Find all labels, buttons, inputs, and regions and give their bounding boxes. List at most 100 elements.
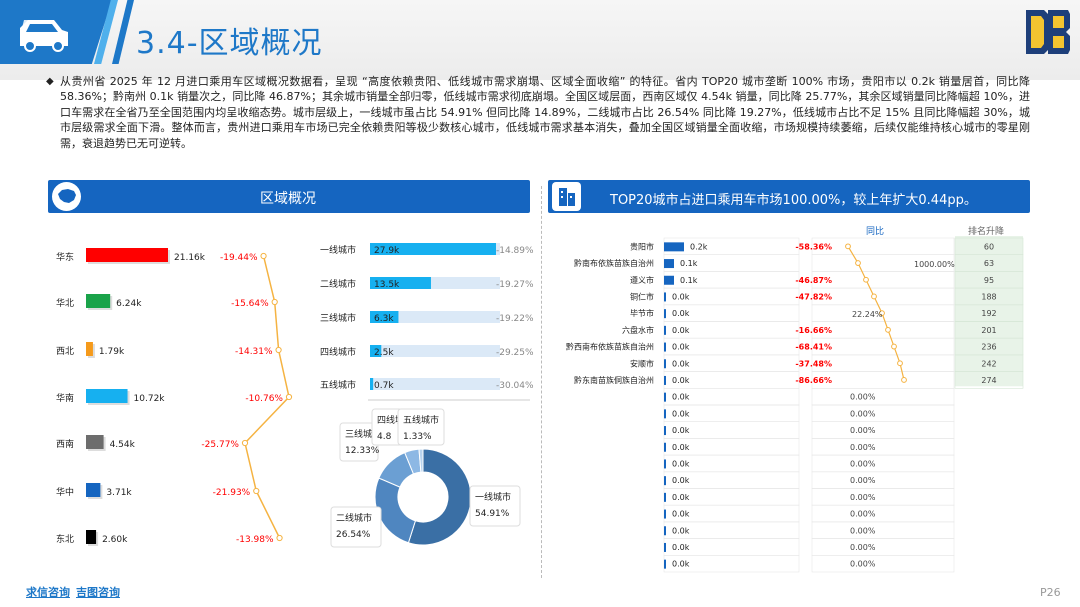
top20-col-header: 同比 — [866, 225, 884, 237]
tier-bar — [370, 277, 431, 289]
top20-sales-label: 0.0k — [672, 560, 690, 569]
tier-bar-track — [370, 311, 500, 323]
top20-sales-label: 0.0k — [672, 526, 690, 535]
region-yoy-label: -21.93% — [213, 488, 251, 498]
top20-yoy-cell — [811, 471, 955, 489]
top20-yoy-label: 0.00% — [850, 426, 876, 435]
top20-col-header: 排名升降 — [968, 225, 1004, 237]
top20-yoy-point-label: 22.24% — [852, 310, 883, 319]
footer-links: 求信咨询 吉图咨询 — [26, 584, 126, 600]
donut-callout-label: 一线城市 — [475, 491, 511, 503]
top20-sales-bar — [664, 459, 666, 469]
top20-sales-label: 0.0k — [672, 493, 690, 502]
top20-rank-label: 60 — [984, 242, 994, 251]
region-value-label: 10.72k — [134, 394, 166, 404]
top20-sales-bar — [664, 342, 666, 352]
top20-city-label: 遵义市 — [630, 275, 654, 285]
donut-callout-value: 54.91% — [475, 509, 510, 519]
right-section-header: TOP20城市占进口乘用车市场100.00%，较上年扩大0.44pp。 — [548, 180, 1030, 213]
donut-callout-value: 26.54% — [336, 530, 371, 540]
top20-yoy-label: 0.00% — [850, 543, 876, 552]
top20-yoy-cell — [811, 554, 955, 573]
region-bar — [86, 483, 101, 497]
region-value-label: 4.54k — [110, 440, 136, 450]
top20-sales-label: 0.0k — [672, 326, 690, 335]
region-yoy-point — [275, 346, 282, 354]
top20-city-label: 铜仁市 — [630, 291, 654, 301]
region-category-label: 华北 — [56, 297, 74, 309]
tier-yoy-label: -14.89% — [496, 246, 534, 256]
top20-yoy-cell — [811, 354, 955, 372]
top20-sales-bar — [664, 509, 666, 519]
tier-category-label: 一线城市 — [320, 244, 356, 256]
donut-slice — [407, 448, 472, 546]
tier-bar — [370, 243, 496, 255]
top20-yoy-point — [901, 377, 907, 383]
left-section-title: 区域概况 — [260, 191, 316, 207]
region-yoy-point — [276, 534, 283, 542]
top20-yoy-point — [863, 276, 869, 283]
top20-sales-label: 0.0k — [672, 443, 690, 452]
top20-sales-label: 0.0k — [672, 510, 690, 519]
region-bar — [86, 248, 168, 262]
region-yoy-label: -10.76% — [245, 394, 283, 404]
top20-yoy-cell — [811, 271, 955, 289]
region-bar — [86, 435, 104, 449]
top20-yoy-cell — [811, 504, 955, 523]
top20-sales-bar — [664, 375, 666, 385]
logo — [1026, 10, 1070, 54]
tier-bar — [370, 345, 382, 357]
tier-value-label: 13.5k — [374, 280, 400, 290]
top20-yoy-point — [871, 293, 877, 300]
top20-city-label: 六盘水市 — [622, 325, 654, 335]
tier-bar — [370, 378, 374, 390]
tier-category-label: 二线城市 — [320, 278, 356, 290]
region-bar — [86, 342, 93, 356]
top20-yoy-point — [891, 343, 897, 350]
top20-sales-bar — [664, 526, 666, 536]
page-number: P26 — [1040, 586, 1061, 599]
top20-sales-label: 0.0k — [672, 292, 690, 301]
top20-yoy-cell — [811, 454, 955, 473]
top20-sales-bar — [664, 309, 666, 319]
top20-rank-label: 188 — [981, 292, 996, 301]
tier-value-label: 6.3k — [374, 314, 394, 324]
top20-rank-label: 63 — [984, 259, 994, 268]
top20-city-label: 贵阳市 — [630, 241, 654, 251]
top20-yoy-cell — [811, 237, 955, 256]
china-map-icon — [52, 182, 81, 211]
donut-slice — [418, 448, 424, 473]
top20-yoy-label: -47.82% — [795, 292, 832, 301]
top20-sales-bar — [664, 259, 674, 269]
top20-yoy-label: -86.66% — [795, 376, 832, 385]
top20-sales-bar — [664, 492, 666, 502]
top20-sales-cell — [663, 237, 800, 256]
footer-link-jitu[interactable]: 吉图咨询 — [76, 586, 120, 599]
top20-yoy-point — [885, 326, 891, 333]
top20-sales-label: 0.0k — [672, 343, 690, 352]
top20-yoy-label: -37.48% — [795, 359, 832, 368]
top20-yoy-cell — [811, 421, 955, 439]
donut-callout-label: 二线城市 — [336, 512, 372, 524]
footer-link-qiuxin[interactable]: 求信咨询 — [26, 586, 70, 599]
top20-rank-label: 192 — [981, 309, 996, 318]
region-value-label: 21.16k — [174, 253, 206, 263]
top20-sales-bar — [664, 542, 666, 552]
top20-sales-bar — [664, 292, 666, 302]
top20-yoy-label: 0.00% — [850, 493, 876, 502]
top20-yoy-cell — [811, 337, 955, 356]
top20-yoy-label: 0.00% — [850, 393, 876, 402]
tier-yoy-label: -19.22% — [496, 314, 534, 324]
top20-yoy-label: 0.00% — [850, 526, 876, 535]
top20-yoy-cell — [811, 287, 955, 306]
donut-callout-value: 12.33% — [345, 446, 380, 456]
tier-category-label: 四线城市 — [320, 346, 356, 358]
region-category-label: 华东 — [56, 251, 74, 263]
top20-sales-label: 0.0k — [672, 459, 690, 468]
header-band — [0, 0, 1080, 80]
top20-yoy-label: 0.00% — [850, 409, 876, 418]
top20-city-label: 黔东南苗族侗族自治州 — [574, 375, 654, 385]
top20-sales-bar — [664, 325, 666, 335]
donut-callout-box — [397, 408, 445, 446]
top20-yoy-label: -46.87% — [795, 276, 832, 285]
